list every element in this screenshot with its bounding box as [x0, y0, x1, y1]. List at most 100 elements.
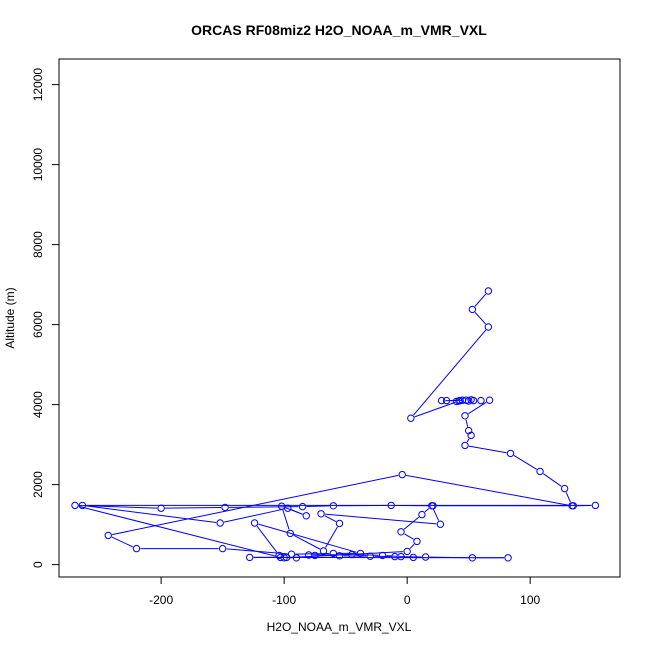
- x-tick-label: 100: [520, 593, 540, 607]
- y-tick-label: 4000: [31, 391, 45, 418]
- data-point: [157, 504, 165, 512]
- series-segment: [282, 509, 290, 530]
- data-point: [329, 549, 338, 558]
- series-segment: [165, 506, 222, 509]
- series-segment: [409, 543, 415, 549]
- y-tick-label: 10000: [31, 148, 45, 182]
- series-segment: [229, 506, 299, 508]
- data-point: [467, 431, 475, 440]
- data-point: [104, 531, 112, 540]
- series-segment: [413, 329, 487, 416]
- data-point: [398, 470, 406, 479]
- data-point: [280, 554, 288, 562]
- data-point: [591, 501, 600, 510]
- series-segment: [565, 492, 571, 503]
- data-point: [71, 501, 79, 510]
- series-segment: [543, 473, 562, 487]
- data-point: [477, 396, 485, 405]
- series-segment: [223, 508, 285, 523]
- data-point: [418, 510, 426, 519]
- data-point: [221, 503, 229, 512]
- data-point: [335, 519, 344, 528]
- data-point: [504, 554, 512, 562]
- series-segment: [78, 505, 277, 557]
- x-tick-label: 0: [404, 593, 411, 607]
- data-point: [560, 484, 569, 493]
- series-segment: [406, 474, 569, 506]
- y-tick-label: 8000: [31, 231, 45, 258]
- series-line: [78, 293, 592, 559]
- data-point: [250, 519, 259, 527]
- data-point: [132, 544, 141, 553]
- x-tick-label: -100: [272, 593, 296, 607]
- data-point: [461, 441, 469, 450]
- data-point: [397, 552, 405, 561]
- data-point: [461, 412, 469, 420]
- y-tick-label: 6000: [31, 311, 45, 338]
- y-axis-label: Altitude (m): [3, 287, 17, 348]
- series-segment: [466, 438, 470, 443]
- series-segment: [325, 526, 338, 548]
- data-point: [282, 553, 291, 562]
- data-point: [407, 414, 415, 422]
- series-segment: [433, 509, 440, 521]
- series-segment: [78, 505, 158, 509]
- series-segment: [403, 516, 420, 530]
- data-point: [218, 544, 227, 553]
- data-point: [366, 552, 374, 560]
- data-point: [413, 537, 421, 546]
- data-point: [468, 554, 477, 562]
- y-axis: 0 2000 4000 6000 8000 10000 12000: [31, 68, 60, 568]
- data-point: [335, 552, 344, 560]
- series-segment: [256, 525, 278, 553]
- data-point: [409, 553, 418, 562]
- series-segment: [424, 508, 430, 513]
- series-segment: [465, 419, 469, 427]
- series-segment: [474, 293, 487, 307]
- series-segment: [404, 533, 414, 540]
- data-point: [305, 551, 313, 559]
- data-point: [286, 529, 294, 538]
- series-segment: [306, 505, 330, 507]
- series-segment: [258, 523, 357, 553]
- data-point: [469, 396, 478, 405]
- data-point: [298, 502, 307, 511]
- data-point: [403, 547, 411, 556]
- series-points: [71, 287, 600, 562]
- data-point: [485, 396, 494, 404]
- data-point: [484, 287, 493, 295]
- data-point: [442, 396, 451, 405]
- data-point: [329, 502, 338, 510]
- data-point: [356, 549, 365, 558]
- y-tick-label: 2000: [31, 471, 45, 498]
- data-point: [421, 553, 430, 561]
- data-point: [348, 550, 356, 559]
- data-point: [302, 512, 310, 520]
- series-segment: [293, 534, 321, 550]
- y-tick-label: 0: [31, 561, 45, 568]
- series-segment: [513, 455, 537, 470]
- x-axis: -200 -100 0 100: [149, 576, 541, 607]
- data-point: [569, 502, 577, 510]
- data-point: [436, 520, 445, 528]
- series-segment: [468, 401, 487, 415]
- data-point: [506, 449, 515, 458]
- series-segment: [414, 401, 456, 418]
- series-segment: [111, 536, 134, 548]
- series-segment: [474, 312, 487, 325]
- y-tick-label: 12000: [31, 68, 45, 102]
- x-axis-label: H2O_NOAA_m_VMR_VXL: [267, 620, 412, 634]
- data-point: [216, 519, 224, 527]
- data-point: [292, 554, 301, 562]
- data-point: [378, 551, 387, 560]
- data-point: [317, 510, 325, 518]
- data-point: [319, 547, 328, 555]
- series-segment: [86, 505, 217, 523]
- series-segment: [429, 556, 469, 559]
- data-point: [468, 305, 477, 314]
- data-point: [437, 396, 446, 405]
- data-point: [284, 504, 292, 512]
- data-point: [78, 501, 87, 510]
